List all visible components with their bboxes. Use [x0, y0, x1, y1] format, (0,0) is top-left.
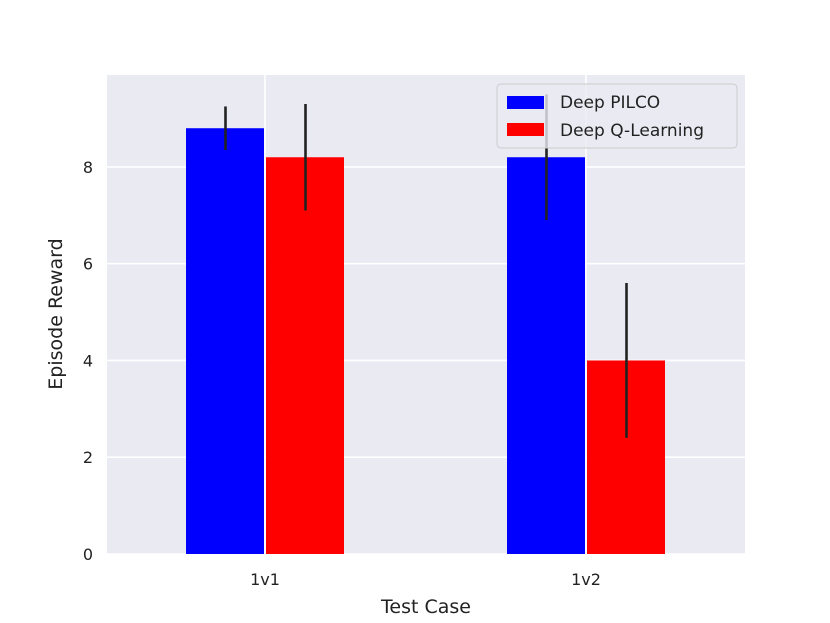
legend-label-deep-pilco: Deep PILCO — [560, 93, 660, 113]
legend-swatch-deep-pilco — [507, 96, 544, 109]
y-tick-label-6: 6 — [83, 255, 93, 274]
y-tick-label-0: 0 — [83, 545, 93, 564]
x-tick-label-1v1: 1v1 — [250, 570, 280, 589]
legend: Deep PILCO Deep Q-Learning — [496, 83, 738, 149]
bar-deep-pilco-1v2 — [507, 157, 585, 555]
tick-labels: 0 2 4 6 8 1v1 1v2 — [83, 158, 601, 589]
y-tick-label-8: 8 — [83, 158, 93, 177]
y-tick-label-2: 2 — [83, 448, 93, 467]
x-axis-label: Test Case — [380, 596, 471, 618]
y-axis-label: Episode Reward — [45, 238, 67, 389]
bar-deep-q-learning-1v1 — [266, 157, 344, 555]
legend-swatch-deep-q-learning — [507, 123, 544, 136]
legend-label-deep-q-learning: Deep Q-Learning — [560, 121, 704, 141]
y-tick-label-4: 4 — [83, 351, 93, 370]
bars — [186, 128, 665, 555]
legend-box — [496, 83, 738, 149]
bar-deep-pilco-1v1 — [186, 128, 264, 554]
x-tick-label-1v2: 1v2 — [571, 570, 601, 589]
